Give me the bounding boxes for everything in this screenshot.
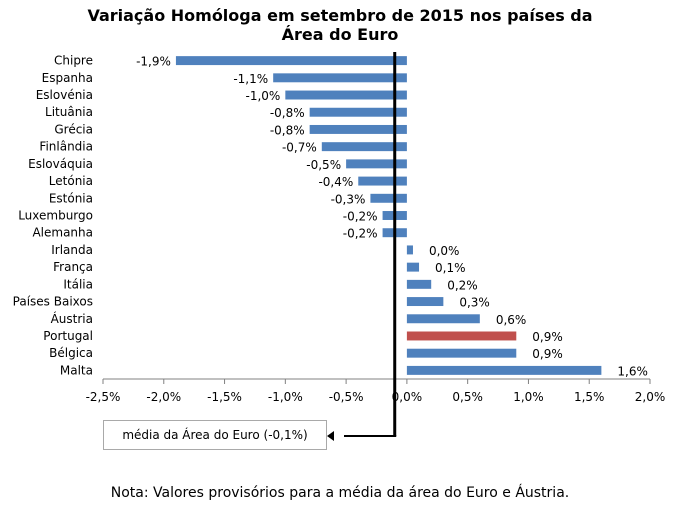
x-tick-label-7: 1,0% — [513, 390, 544, 404]
category-label-10: Alemanha — [32, 226, 93, 240]
category-label-7: Letónia — [49, 174, 93, 188]
bar-0 — [175, 56, 407, 66]
category-label-12: França — [53, 260, 93, 274]
data-label-9: -0,2% — [343, 210, 378, 224]
data-label-5: -0,7% — [282, 141, 317, 155]
data-label-10: -0,2% — [343, 227, 378, 241]
data-label-4: -0,8% — [270, 123, 305, 137]
category-label-16: Portugal — [43, 329, 93, 343]
chart-title: Variação Homóloga em setembro de 2015 no… — [0, 6, 680, 44]
x-tick-label-5: 0,0% — [392, 390, 423, 404]
bar-16 — [406, 331, 517, 341]
x-tick-label-0: -2,5% — [86, 390, 121, 404]
category-label-1: Espanha — [42, 71, 93, 85]
chart-title-line-2: Área do Euro — [281, 25, 399, 44]
bar-7 — [358, 176, 407, 186]
data-label-15: 0,6% — [496, 313, 527, 327]
chart-title-line-1: Variação Homóloga em setembro de 2015 no… — [87, 6, 593, 25]
data-label-6: -0,5% — [306, 158, 341, 172]
data-label-1: -1,1% — [233, 72, 268, 86]
data-label-17: 0,9% — [532, 347, 563, 361]
euro-average-arrowhead — [327, 431, 334, 441]
bar-5 — [321, 142, 407, 152]
bar-2 — [285, 90, 407, 100]
data-label-8: -0,3% — [331, 192, 366, 206]
category-label-13: Itália — [63, 277, 93, 291]
category-label-2: Eslovénia — [36, 88, 93, 102]
x-tick-label-2: -1,5% — [207, 390, 242, 404]
x-tick-label-9: 2,0% — [635, 390, 666, 404]
x-tick-label-6: 0,5% — [452, 390, 483, 404]
bar-12 — [406, 262, 420, 272]
data-label-7: -0,4% — [318, 175, 353, 189]
data-label-14: 0,3% — [459, 296, 490, 310]
bar-8 — [370, 193, 407, 203]
data-label-12: 0,1% — [435, 261, 466, 275]
category-label-9: Luxemburgo — [18, 209, 93, 223]
bar-11 — [406, 245, 413, 255]
data-label-11: 0,0% — [429, 244, 460, 258]
euro-average-label: média da Área do Euro (-0,1%) — [103, 420, 327, 450]
category-label-5: Finlândia — [39, 140, 93, 154]
data-label-13: 0,2% — [447, 278, 478, 292]
data-label-18: 1,6% — [617, 364, 648, 378]
category-label-18: Malta — [60, 363, 93, 377]
x-tick-label-3: -1,0% — [268, 390, 303, 404]
bar-1 — [273, 73, 407, 83]
footnote: Nota: Valores provisórios para a média d… — [110, 485, 570, 501]
category-label-6: Eslováquia — [28, 157, 93, 171]
x-tick-label-4: -0,5% — [329, 390, 364, 404]
bar-3 — [309, 107, 407, 117]
x-tick-label-1: -2,0% — [146, 390, 181, 404]
category-label-3: Lituânia — [45, 105, 93, 119]
bar-18 — [406, 365, 602, 375]
category-label-4: Grécia — [54, 122, 93, 136]
data-label-16: 0,9% — [532, 330, 563, 344]
category-label-11: Irlanda — [51, 243, 93, 257]
category-label-17: Bélgica — [49, 346, 93, 360]
x-tick-label-8: 1,5% — [574, 390, 605, 404]
data-label-0: -1,9% — [136, 55, 171, 69]
bar-14 — [406, 297, 444, 307]
bar-15 — [406, 314, 480, 324]
category-label-0: Chipre — [54, 54, 93, 68]
bar-17 — [406, 348, 517, 358]
data-label-2: -1,0% — [246, 89, 281, 103]
bar-6 — [346, 159, 407, 169]
category-label-8: Estónia — [49, 191, 93, 205]
bar-4 — [309, 124, 407, 134]
data-label-3: -0,8% — [270, 106, 305, 120]
bar-13 — [406, 279, 432, 289]
category-label-15: Áustria — [51, 311, 93, 326]
category-label-14: Países Baixos — [13, 295, 93, 309]
